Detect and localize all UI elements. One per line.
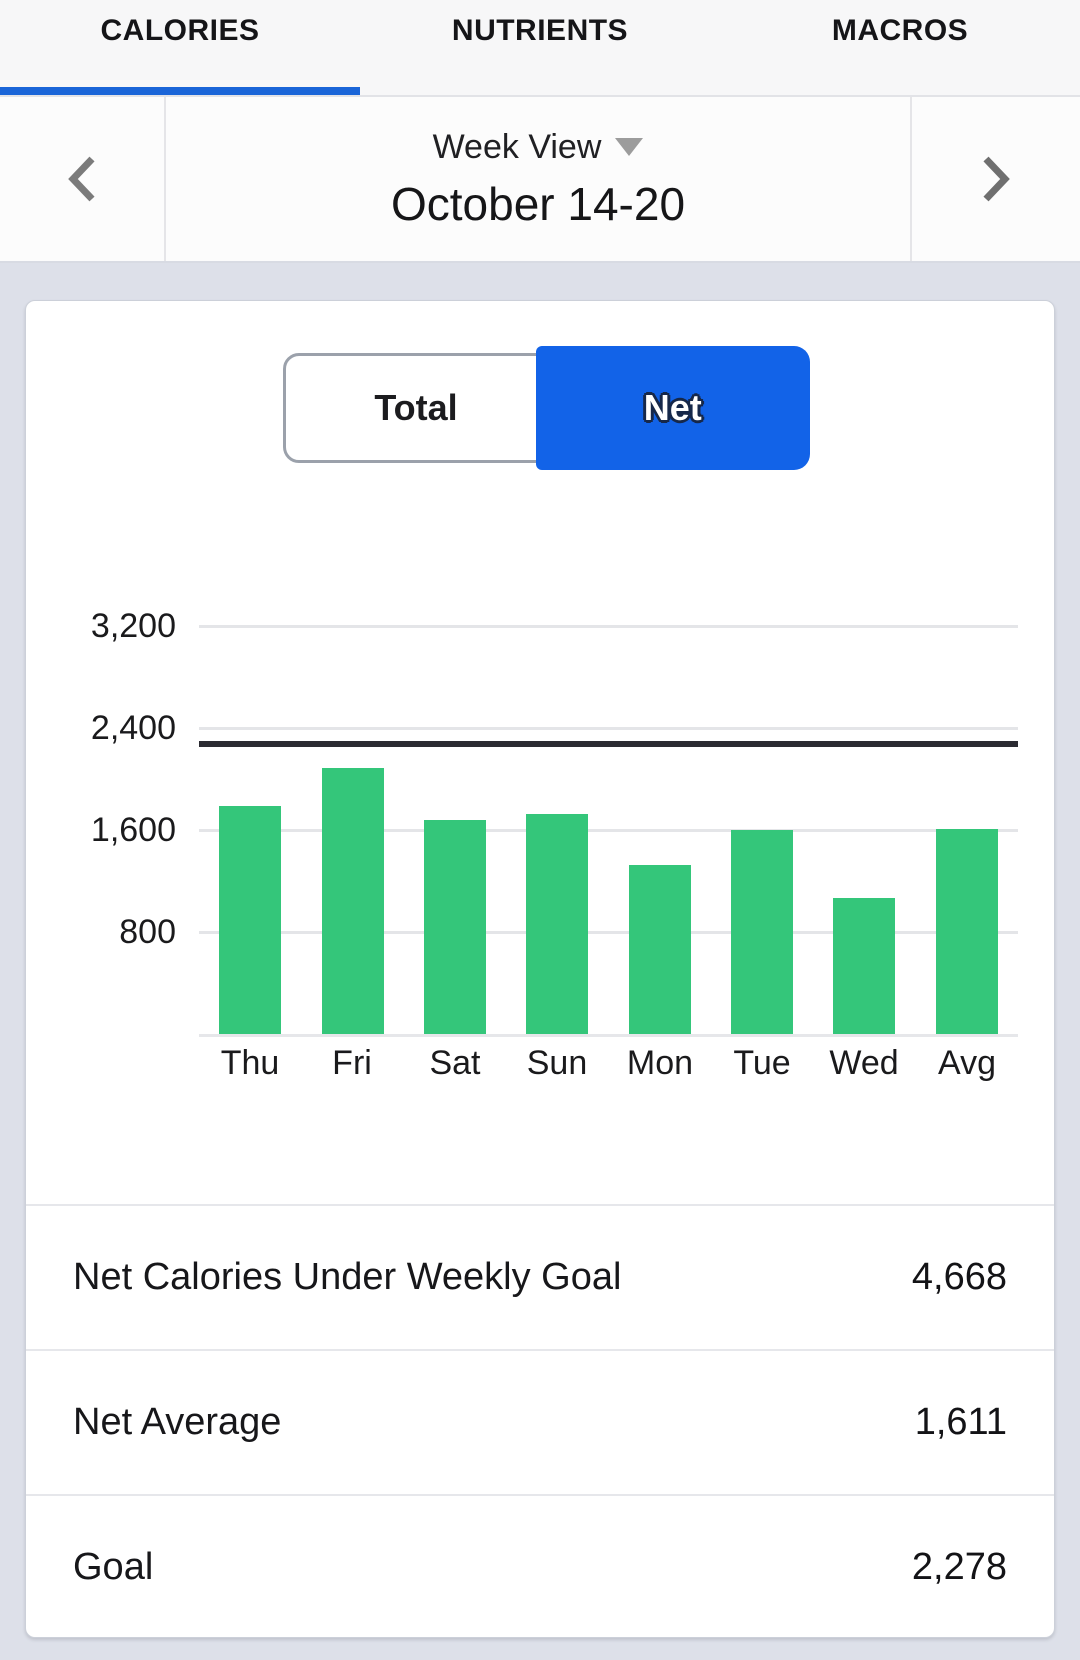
bar-tue (731, 830, 793, 1034)
top-tab-bar: CALORIES NUTRIENTS MACROS (0, 0, 1080, 97)
total-net-toggle: Total Net (283, 346, 810, 470)
stat-label: Net Calories Under Weekly Goal (73, 1256, 622, 1298)
bar-avg (936, 829, 998, 1034)
x-axis-label-sun: Sun (526, 1044, 588, 1082)
stat-row-net-average: Net Average 1,611 (26, 1349, 1054, 1494)
stat-label: Goal (73, 1546, 154, 1588)
weekly-goal-line (199, 741, 1018, 747)
y-axis-tick-label: 1,600 (90, 811, 176, 849)
date-range-label: October 14-20 (390, 177, 686, 230)
bar-wed (833, 898, 895, 1034)
toggle-option-net[interactable]: Net (535, 346, 810, 470)
stat-value: 4,668 (911, 1256, 1007, 1298)
bar-sat (424, 820, 486, 1034)
bar-thu (219, 806, 281, 1034)
x-axis-label-avg: Avg (938, 1044, 996, 1082)
x-axis-label-mon: Mon (626, 1044, 694, 1082)
previous-week-button[interactable] (0, 97, 166, 261)
y-axis-tick-label: 800 (119, 913, 176, 951)
x-axis-label-fri: Fri (332, 1044, 372, 1082)
y-gridline (199, 624, 1018, 628)
bar-fri (322, 768, 384, 1034)
y-gridline (199, 726, 1018, 730)
chevron-right-icon (978, 153, 1014, 205)
stat-value: 1,611 (914, 1401, 1007, 1443)
x-axis-line (199, 1034, 1018, 1037)
stat-row-goal: Goal 2,278 (26, 1494, 1054, 1639)
week-nav-center: Week View October 14-20 (166, 97, 910, 261)
active-tab-underline (0, 87, 360, 95)
bar-mon (629, 865, 691, 1034)
toggle-option-total[interactable]: Total (374, 387, 458, 428)
stats-section: Net Calories Under Weekly Goal 4,668 Net… (26, 1204, 1054, 1639)
x-axis-label-sat: Sat (429, 1044, 481, 1082)
calories-chart-card: Total Net 800 1,600 2,400 3,200 Thu Fri Sat Sun… (25, 300, 1055, 1638)
bar-chart: 800 1,600 2,400 3,200 Thu Fri Sat Sun Mon Tue Wed A… (26, 581, 1054, 1082)
bar-sun (526, 814, 588, 1034)
stat-row-under-weekly-goal: Net Calories Under Weekly Goal 4,668 (26, 1204, 1054, 1349)
dropdown-caret-icon (615, 138, 644, 156)
x-axis-label-thu: Thu (220, 1044, 280, 1082)
tab-nutrients[interactable]: NUTRIENTS (451, 14, 629, 47)
week-view-dropdown[interactable]: Week View (433, 128, 644, 167)
y-axis-tick-label: 3,200 (90, 607, 176, 645)
x-axis-label-tue: Tue (733, 1044, 791, 1082)
tab-macros[interactable]: MACROS (831, 14, 969, 47)
stat-label: Net Average (73, 1401, 282, 1443)
y-gridline (199, 828, 1018, 832)
y-gridline (199, 930, 1018, 934)
week-navigation-bar: Week View October 14-20 (0, 97, 1080, 263)
stat-value: 2,278 (911, 1546, 1007, 1588)
week-view-label: Week View (432, 127, 602, 166)
y-axis-tick-label: 2,400 (90, 709, 176, 747)
tab-calories[interactable]: CALORIES (100, 14, 260, 47)
next-week-button[interactable] (910, 97, 1080, 261)
chevron-left-icon (64, 153, 100, 205)
x-axis-label-wed: Wed (829, 1044, 899, 1082)
